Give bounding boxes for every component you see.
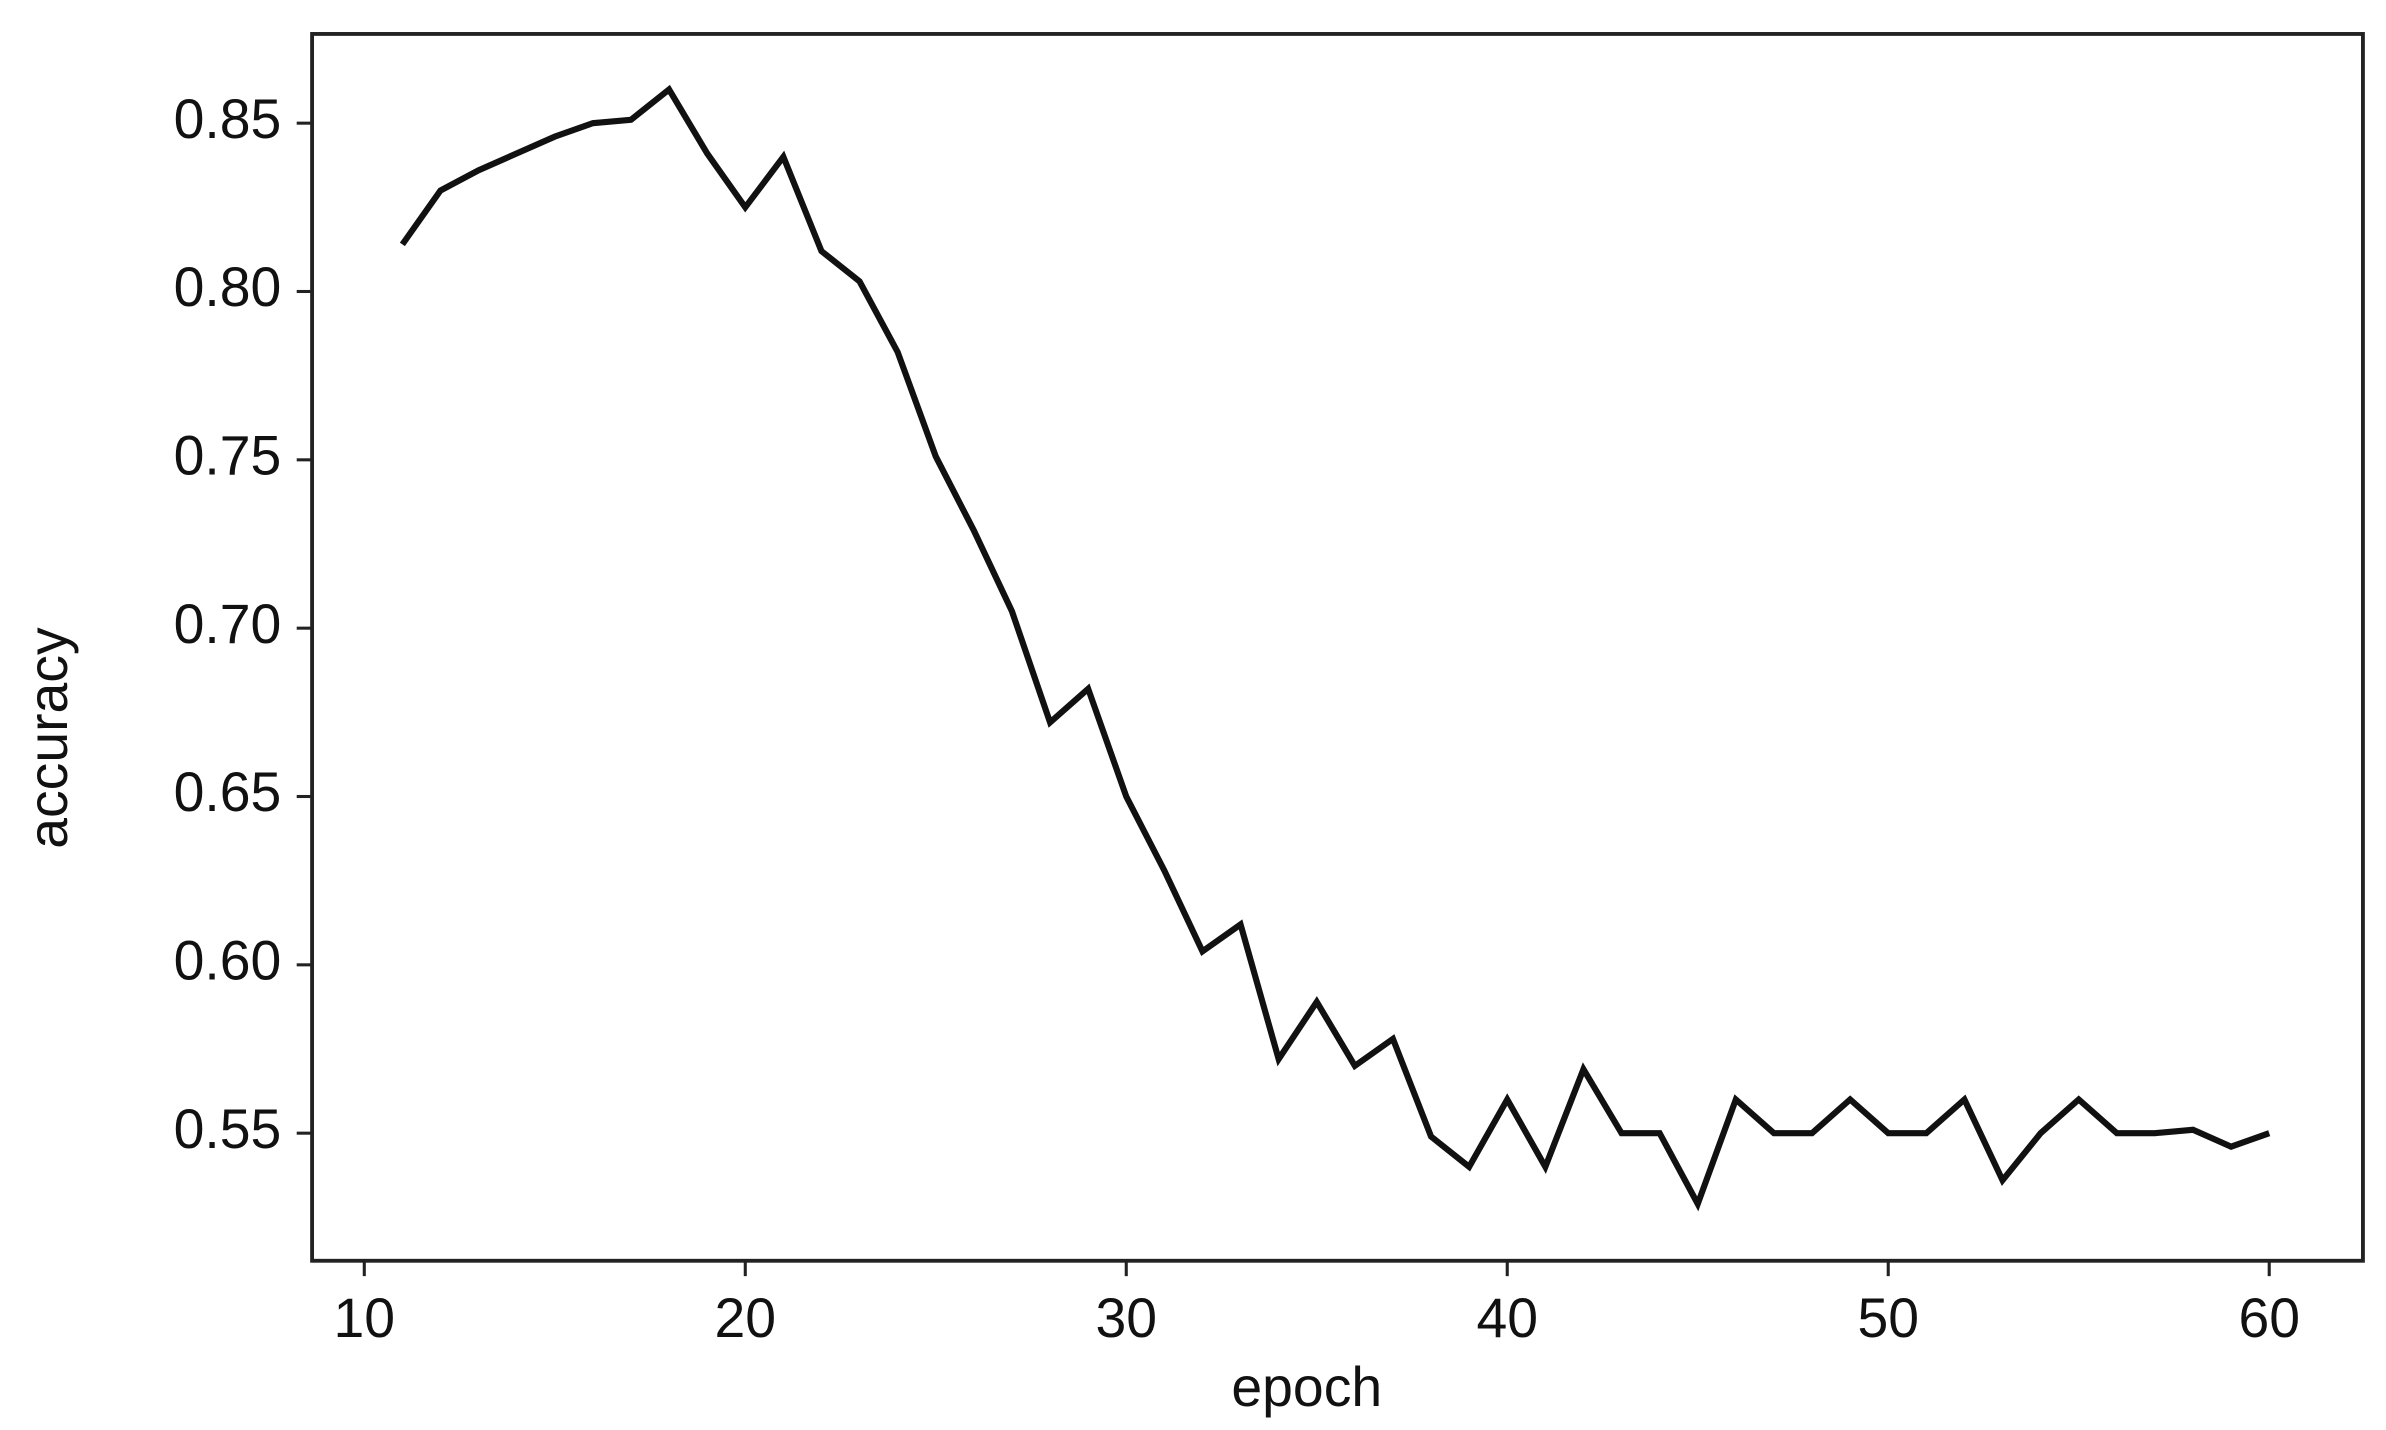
plot-frame: [310, 32, 2365, 1263]
x-tick-label: 50: [1857, 1287, 1919, 1349]
y-tick-label: 0.75: [174, 424, 282, 486]
y-tick-label: 0.70: [174, 593, 282, 655]
y-tick-label: 0.60: [174, 929, 282, 991]
x-tick-label: 40: [1476, 1287, 1538, 1349]
x-tick-label: 10: [334, 1287, 396, 1349]
x-tick-label: 20: [714, 1287, 776, 1349]
y-tick-label: 0.80: [174, 256, 282, 318]
x-axis-label: epoch: [1231, 1356, 1382, 1418]
y-tick-label: 0.65: [174, 761, 282, 823]
x-tick-label: 30: [1095, 1287, 1157, 1349]
y-tick-label: 0.55: [174, 1098, 282, 1160]
y-axis-label: accuracy: [17, 627, 79, 849]
y-tick-label: 0.85: [174, 88, 282, 150]
line-series: [399, 84, 2271, 1212]
x-tick-label: 60: [2238, 1287, 2300, 1349]
